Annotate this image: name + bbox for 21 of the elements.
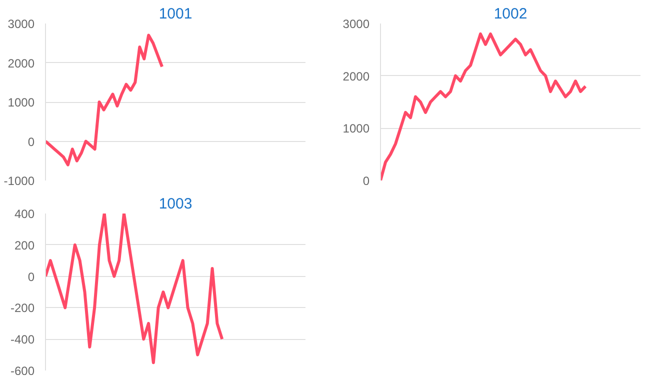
- y-tick-label: -200: [10, 301, 35, 316]
- y-tick-label: 1000: [342, 122, 370, 136]
- chart-title: 1001: [158, 6, 192, 22]
- y-tick-label: 3000: [342, 17, 370, 31]
- y-tick-label: 200: [14, 238, 35, 252]
- y-tick-label: 2000: [342, 69, 370, 84]
- y-tick-label: 0: [28, 134, 35, 149]
- y-tick-label: -600: [10, 364, 35, 378]
- line-series: [46, 34, 164, 166]
- line-series: [380, 32, 587, 180]
- chart-title: 1002: [494, 6, 528, 22]
- y-tick-label: 0: [362, 174, 370, 188]
- y-tick-label: 1000: [8, 96, 35, 110]
- line-series: [46, 214, 224, 364]
- chart-title: 1003: [158, 196, 192, 212]
- y-tick-label: 3000: [8, 17, 35, 31]
- y-tick-label: -400: [10, 332, 35, 347]
- y-tick-label: 0: [28, 270, 35, 284]
- y-tick-label: -1000: [4, 174, 35, 188]
- y-tick-label: 2000: [8, 56, 35, 70]
- y-tick-label: 400: [14, 207, 35, 221]
